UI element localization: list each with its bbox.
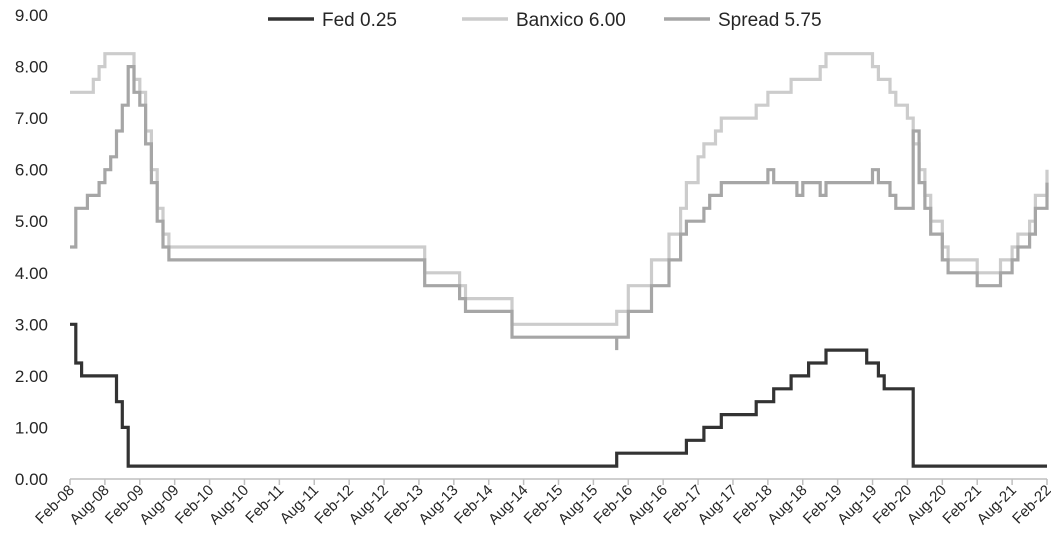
y-tick-label: 3.00 <box>15 315 48 334</box>
x-tick-label: Aug-10 <box>206 482 252 528</box>
y-tick-label: 5.00 <box>15 212 48 231</box>
y-tick-label: 8.00 <box>15 58 48 77</box>
x-tick-label: Aug-12 <box>346 482 392 528</box>
series-line-fed <box>70 322 1047 468</box>
x-tick-label: Aug-19 <box>834 482 880 528</box>
legend-label: Banxico 6.00 <box>516 10 626 31</box>
x-tick-label: Aug-18 <box>764 482 810 528</box>
x-tick-label: Feb-22 <box>1009 482 1051 528</box>
legend: Fed 0.25 Banxico 6.00 Spread 5.75 <box>268 10 822 31</box>
legend-label: Spread 5.75 <box>718 10 822 31</box>
y-tick-label: 2.00 <box>15 367 48 386</box>
series-line-banxico <box>70 52 1049 326</box>
y-tick-label: 9.00 <box>15 6 48 25</box>
x-axis: Feb-08Aug-08Feb-09Aug-09Feb-10Aug-10Feb-… <box>32 478 1051 528</box>
series-lines <box>70 52 1049 468</box>
y-tick-label: 1.00 <box>15 418 48 437</box>
x-tick-label: Aug-09 <box>136 482 182 528</box>
x-tick-label: Aug-08 <box>66 482 112 528</box>
x-tick-label: Aug-21 <box>974 482 1020 528</box>
y-tick-label: 7.00 <box>15 109 48 128</box>
x-tick-label: Aug-14 <box>485 482 531 528</box>
y-tick-label: 4.00 <box>15 264 48 283</box>
y-tick-label: 6.00 <box>15 161 48 180</box>
x-tick-label: Aug-13 <box>415 482 461 528</box>
x-tick-label: Aug-16 <box>625 482 671 528</box>
y-tick-label: 0.00 <box>15 470 48 489</box>
series-line-spread <box>70 65 1049 351</box>
x-tick-label: Aug-20 <box>904 482 950 528</box>
x-tick-label: Aug-17 <box>695 482 741 528</box>
legend-label: Fed 0.25 <box>322 10 397 31</box>
y-axis-ticks: 0.00 1.00 2.00 3.00 4.00 5.00 6.00 7.00 8.00 9.00 <box>15 6 48 489</box>
x-tick-label: Aug-15 <box>555 482 601 528</box>
